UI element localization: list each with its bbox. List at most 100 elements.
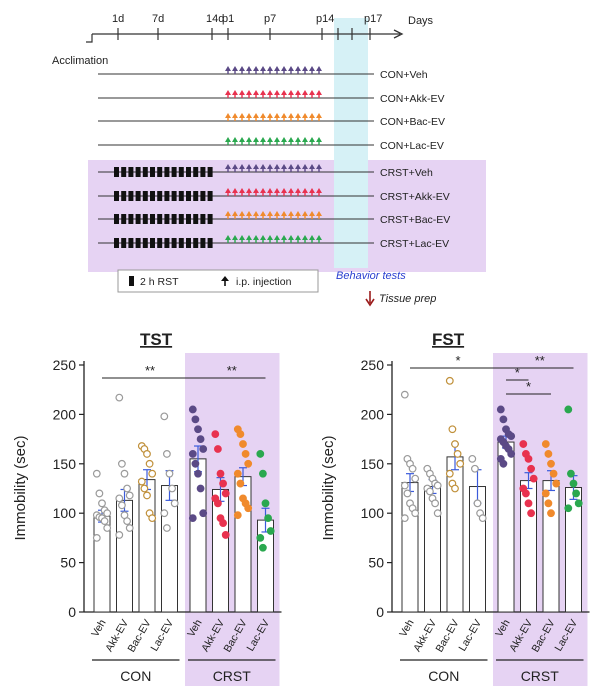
- injection-arrow: [302, 66, 308, 71]
- injection-arrow: [260, 137, 266, 142]
- injection-arrow: [239, 137, 245, 142]
- behavior-window: [334, 18, 368, 268]
- data-point: [400, 390, 409, 399]
- group-label: CON: [120, 668, 151, 684]
- data-point: [115, 531, 124, 539]
- rst-block: [164, 238, 170, 248]
- injection-arrow: [288, 66, 294, 71]
- data-point: [117, 501, 126, 510]
- data-point: [219, 519, 228, 527]
- tissue-arrow-head: [365, 298, 375, 307]
- injection-arrow: [274, 211, 280, 216]
- data-point: [549, 469, 558, 478]
- injection-arrow: [253, 66, 259, 71]
- injection-arrow: [309, 66, 315, 71]
- injection-arrow: [267, 164, 273, 169]
- injection-arrow: [232, 235, 238, 240]
- axis-label-days: Days: [408, 15, 434, 27]
- rst-block: [142, 238, 148, 248]
- data-point: [219, 479, 228, 488]
- data-point: [125, 491, 134, 500]
- rst-block: [157, 167, 163, 177]
- data-point: [165, 469, 174, 478]
- rst-block: [207, 238, 213, 248]
- data-point: [211, 430, 220, 439]
- y-tick-label: 0: [376, 604, 384, 620]
- injection-arrow: [239, 66, 245, 71]
- injection-arrow: [288, 188, 294, 193]
- data-point: [524, 499, 533, 508]
- injection-arrow: [316, 235, 322, 240]
- data-point: [221, 531, 230, 539]
- injection-arrow: [281, 164, 287, 169]
- data-point: [168, 484, 177, 493]
- injection-arrow: [253, 235, 259, 240]
- rst-block: [178, 191, 184, 201]
- injection-arrow: [274, 90, 280, 95]
- injection-arrow: [267, 90, 273, 95]
- group-label: CRST+Veh: [380, 167, 433, 179]
- injection-arrow: [309, 211, 315, 216]
- data-point: [499, 415, 508, 424]
- data-point: [199, 445, 208, 453]
- data-point: [569, 479, 578, 488]
- y-tick-label: 0: [68, 604, 76, 620]
- data-point: [471, 464, 479, 473]
- data-point: [445, 376, 454, 385]
- data-point: [216, 469, 225, 478]
- group-label: CON+Akk-EV: [380, 93, 444, 105]
- injection-arrow: [309, 90, 315, 95]
- injection-arrow: [288, 137, 294, 142]
- acclimation-label: Acclimation: [52, 55, 108, 67]
- injection-arrow: [239, 211, 245, 216]
- injection-arrow: [253, 188, 259, 193]
- data-point: [256, 534, 265, 542]
- rst-block: [157, 214, 163, 224]
- rst-block: [128, 238, 134, 248]
- bar: [138, 479, 156, 613]
- legend-inj-label: i.p. injection: [236, 276, 292, 288]
- rst-block: [193, 191, 199, 201]
- data-point: [143, 450, 151, 458]
- bar: [542, 480, 560, 613]
- rst-block: [114, 214, 119, 224]
- data-point: [259, 469, 267, 478]
- injection-arrow: [295, 137, 301, 142]
- rst-block: [186, 214, 191, 224]
- injection-arrow: [260, 188, 266, 193]
- rst-block: [164, 214, 170, 224]
- timeline-arrow-head: [393, 29, 404, 39]
- injection-arrow: [232, 137, 238, 142]
- injection-arrow: [232, 211, 238, 216]
- data-point: [115, 494, 124, 503]
- data-point: [160, 509, 169, 518]
- y-tick-label: 250: [53, 357, 77, 373]
- injection-arrow: [260, 66, 266, 71]
- y-tick-label: 150: [53, 456, 77, 472]
- rst-block: [200, 214, 206, 224]
- data-point: [478, 514, 487, 523]
- data-point: [408, 464, 417, 473]
- injection-arrow: [246, 113, 252, 118]
- rst-block: [157, 238, 163, 248]
- data-point: [473, 499, 482, 508]
- data-point: [541, 440, 550, 448]
- injection-arrow: [260, 211, 266, 216]
- rst-block: [186, 167, 191, 177]
- data-point: [162, 450, 171, 458]
- rst-block: [121, 167, 127, 177]
- injection-arrow: [274, 66, 280, 71]
- data-point: [426, 487, 434, 496]
- rst-block: [128, 214, 134, 224]
- injection-arrow: [267, 137, 273, 142]
- rst-block: [150, 191, 155, 201]
- injection-arrow: [295, 113, 301, 118]
- data-point: [400, 481, 409, 490]
- injection-arrow: [232, 188, 238, 193]
- rst-block: [193, 214, 199, 224]
- injection-arrow: [232, 164, 238, 169]
- data-point: [547, 509, 555, 518]
- legend-rst-label: 2 h RST: [140, 276, 179, 288]
